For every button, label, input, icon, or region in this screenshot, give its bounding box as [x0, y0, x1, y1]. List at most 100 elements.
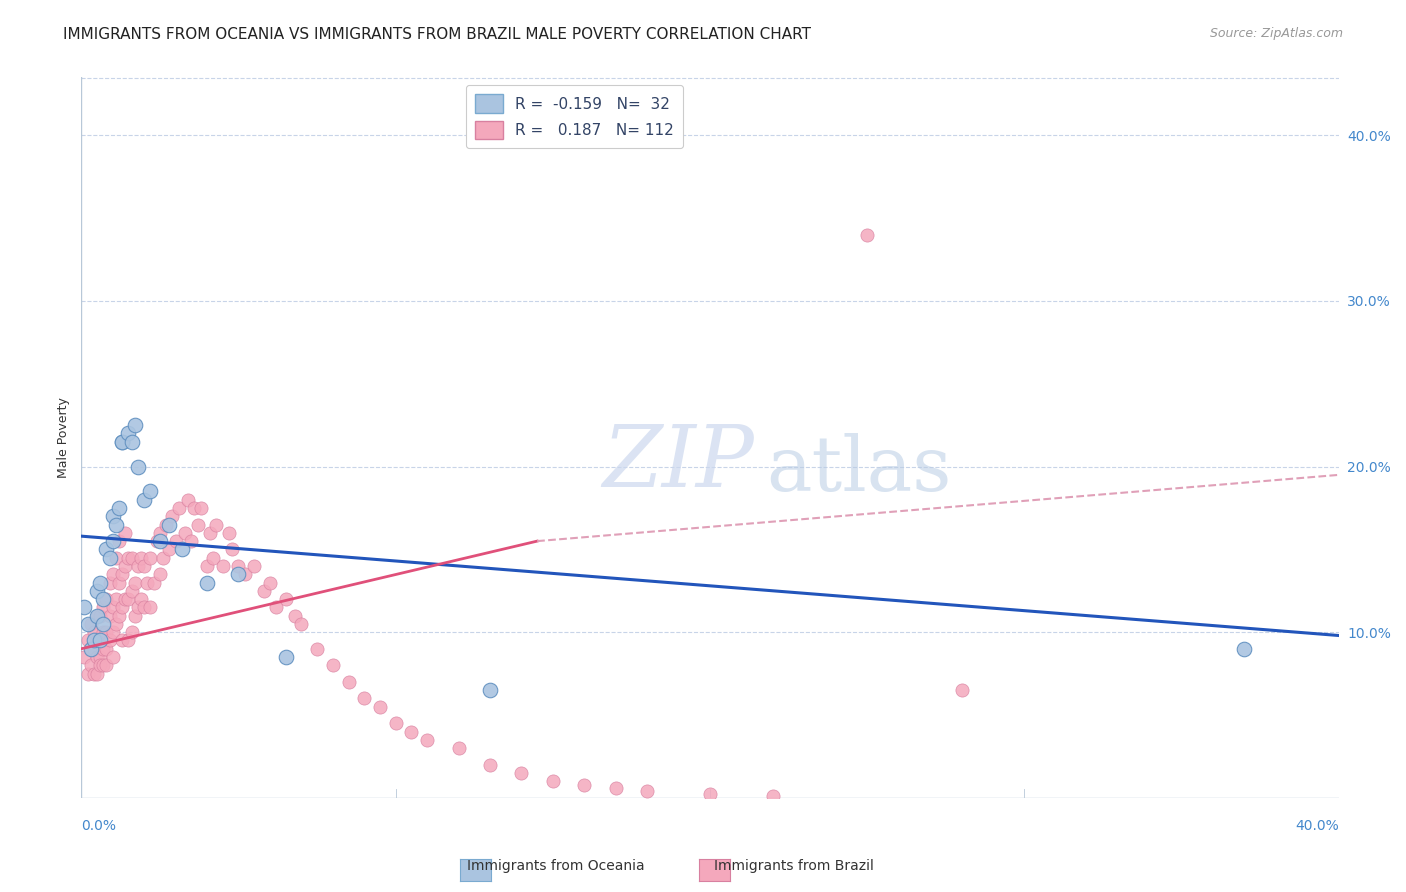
Point [170, 542, 193, 557]
Point [636, 784, 658, 798]
Point [284, 608, 307, 623]
Point [950, 683, 973, 698]
Point [89, 575, 111, 590]
Point [117, 550, 139, 565]
Text: 0.0%: 0.0% [82, 820, 117, 833]
Point [108, 608, 131, 623]
Legend: R =  -0.159   N=  32, R =   0.187   N= 112: R = -0.159 N= 32, R = 0.187 N= 112 [467, 85, 683, 148]
Point [86, 608, 108, 623]
Point [129, 592, 152, 607]
Point [322, 658, 344, 673]
Point [101, 625, 124, 640]
Point [108, 575, 131, 590]
Point [139, 600, 162, 615]
Point [180, 534, 202, 549]
Point [142, 575, 165, 590]
Point [83, 641, 105, 656]
Point [91, 658, 114, 673]
Point [274, 592, 297, 607]
Point [183, 501, 205, 516]
Point [104, 517, 127, 532]
Point [221, 542, 243, 557]
Point [104, 592, 127, 607]
Point [80, 658, 103, 673]
Point [127, 558, 149, 573]
Point [111, 567, 134, 582]
Point [114, 558, 136, 573]
Point [162, 509, 184, 524]
Text: atlas: atlas [766, 433, 952, 507]
Point [127, 600, 149, 615]
Point [124, 418, 146, 433]
Point [447, 741, 470, 756]
Point [762, 789, 785, 804]
Point [165, 534, 187, 549]
Point [101, 650, 124, 665]
Point [337, 674, 360, 689]
Point [101, 567, 124, 582]
Point [104, 616, 127, 631]
Point [145, 534, 167, 549]
Point [96, 542, 118, 557]
Point [307, 641, 329, 656]
Point [139, 550, 162, 565]
Point [73, 650, 96, 665]
Point [157, 517, 180, 532]
Point [80, 616, 103, 631]
Point [134, 600, 156, 615]
Point [83, 633, 105, 648]
Point [856, 227, 879, 242]
Point [83, 625, 105, 640]
Point [101, 600, 124, 615]
Point [205, 517, 228, 532]
Point [98, 633, 121, 648]
Point [202, 550, 225, 565]
Point [211, 558, 233, 573]
Point [290, 616, 312, 631]
Point [101, 509, 124, 524]
Point [233, 567, 256, 582]
Point [541, 774, 564, 789]
Point [117, 633, 139, 648]
Point [353, 691, 375, 706]
Point [149, 534, 172, 549]
Point [76, 616, 98, 631]
Point [89, 650, 111, 665]
Point [76, 633, 98, 648]
Point [218, 525, 240, 540]
Point [198, 525, 221, 540]
Point [274, 650, 297, 665]
Point [104, 550, 127, 565]
Point [89, 633, 111, 648]
Point [108, 534, 131, 549]
Point [605, 780, 627, 795]
Text: ZIP: ZIP [602, 422, 754, 504]
Point [96, 641, 118, 656]
Point [228, 567, 250, 582]
Point [76, 666, 98, 681]
Point [152, 550, 174, 565]
Point [91, 616, 114, 631]
Point [416, 732, 439, 747]
Point [121, 583, 143, 598]
Point [510, 766, 533, 780]
Point [91, 600, 114, 615]
Point [96, 592, 118, 607]
Point [177, 492, 200, 507]
Point [96, 658, 118, 673]
Point [155, 517, 177, 532]
Point [699, 788, 721, 802]
Point [98, 608, 121, 623]
Point [124, 575, 146, 590]
Point [264, 600, 287, 615]
Point [89, 633, 111, 648]
Point [73, 600, 96, 615]
Point [111, 434, 134, 449]
Text: IMMIGRANTS FROM OCEANIA VS IMMIGRANTS FROM BRAZIL MALE POVERTY CORRELATION CHART: IMMIGRANTS FROM OCEANIA VS IMMIGRANTS FR… [63, 27, 811, 42]
Point [121, 550, 143, 565]
Point [111, 633, 134, 648]
Point [228, 558, 250, 573]
Point [368, 699, 391, 714]
Point [111, 600, 134, 615]
Point [89, 658, 111, 673]
